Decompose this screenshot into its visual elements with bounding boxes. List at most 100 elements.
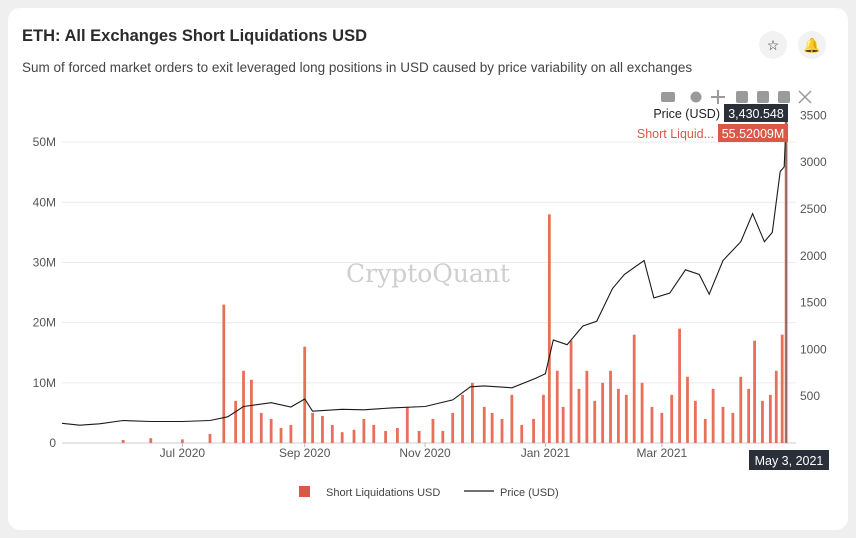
bar xyxy=(693,400,697,443)
bar xyxy=(780,334,784,443)
bar xyxy=(279,427,283,443)
bar xyxy=(431,418,435,443)
legend-bar-label[interactable]: Short Liquidations USD xyxy=(326,487,440,499)
bar xyxy=(640,382,644,443)
watermark: CryptoQuant xyxy=(346,259,510,288)
star-icon[interactable]: ☆ xyxy=(759,31,787,59)
bar xyxy=(490,412,494,443)
x-tick-label: Jan 2021 xyxy=(521,446,571,460)
hover-liq: Short Liquid... 55.52009M xyxy=(637,124,788,142)
left-tick-label: 0 xyxy=(49,436,56,450)
hover-price-value: 3,430.548 xyxy=(728,107,784,121)
right-tick-label: 1000 xyxy=(800,342,827,356)
left-tick-label: 30M xyxy=(33,255,56,269)
bar xyxy=(405,406,409,443)
x-tick-label: Mar 2021 xyxy=(636,446,687,460)
right-tick-label: 500 xyxy=(800,389,820,403)
bar xyxy=(417,430,421,443)
bar xyxy=(555,370,559,443)
right-tick-label: 3000 xyxy=(800,155,827,169)
autoscale-icon[interactable] xyxy=(778,91,790,103)
bar xyxy=(670,394,674,443)
bar xyxy=(222,304,226,443)
bar xyxy=(721,406,725,443)
reset-axes-icon[interactable] xyxy=(798,90,812,104)
hover-liq-value: 55.52009M xyxy=(722,127,785,141)
hover-price-tag xyxy=(724,104,788,122)
x-tick-label: Sep 2020 xyxy=(279,446,331,460)
bar xyxy=(532,418,535,443)
bar xyxy=(660,412,664,443)
bar xyxy=(250,379,253,443)
pan-icon[interactable] xyxy=(711,90,725,104)
price-line xyxy=(61,121,787,426)
legend-bar-swatch[interactable] xyxy=(299,486,310,497)
camera-icon[interactable] xyxy=(661,92,675,102)
hover-liq-label: Short Liquid... xyxy=(637,127,714,141)
hover-price-label: Price (USD) xyxy=(653,107,720,121)
right-tick-label: 2000 xyxy=(800,249,827,263)
bar xyxy=(731,412,735,443)
bar xyxy=(396,427,399,443)
bar xyxy=(303,346,307,443)
bar xyxy=(269,418,273,443)
hover-date-tag xyxy=(749,450,829,470)
bar xyxy=(703,418,707,443)
bell-icon[interactable]: 🔔 xyxy=(798,31,826,59)
bar xyxy=(520,424,524,443)
plot-toolbar[interactable] xyxy=(661,90,812,104)
bar xyxy=(208,433,212,443)
bar xyxy=(289,424,293,443)
bar xyxy=(384,430,387,443)
bar xyxy=(624,394,628,443)
bar xyxy=(330,424,334,443)
zoom-out-icon[interactable] xyxy=(757,91,769,103)
legend-line-label[interactable]: Price (USD) xyxy=(500,487,559,499)
zoom-icon[interactable] xyxy=(690,91,702,103)
bar xyxy=(739,376,743,443)
bar xyxy=(678,328,681,443)
x-tick-label: Jul 2020 xyxy=(160,446,206,460)
left-tick-label: 10M xyxy=(33,376,56,390)
legend[interactable]: Short Liquidations USD Price (USD) xyxy=(299,486,559,499)
zoom-in-icon[interactable] xyxy=(736,91,748,103)
bar xyxy=(372,424,376,443)
bar xyxy=(352,429,356,443)
hover-date-value: May 3, 2021 xyxy=(755,454,824,468)
right-tick-label: 3500 xyxy=(800,108,827,122)
right-axis: 500 1000 1500 2000 2500 3000 3500 xyxy=(800,108,827,403)
bar xyxy=(747,388,751,443)
bar xyxy=(585,370,589,443)
bar xyxy=(234,400,238,443)
bar xyxy=(441,430,445,443)
left-axis: 0 10M 20M 30M 40M 50M xyxy=(33,135,57,450)
bar xyxy=(482,406,486,443)
bar xyxy=(593,400,597,443)
left-tick-label: 20M xyxy=(33,316,56,330)
bar xyxy=(340,432,344,443)
left-tick-label: 40M xyxy=(33,195,56,209)
bar xyxy=(577,388,581,443)
bar xyxy=(461,394,464,443)
bar xyxy=(617,388,620,443)
bar xyxy=(609,370,612,443)
grid xyxy=(62,141,796,444)
bar xyxy=(650,406,654,443)
bar xyxy=(149,438,153,443)
x-tick-label: Nov 2020 xyxy=(399,446,451,460)
hover-price: Price (USD) 3,430.548 xyxy=(653,104,788,122)
bar xyxy=(686,376,689,443)
bar xyxy=(500,418,504,443)
hover-liq-tag xyxy=(718,124,788,142)
bar xyxy=(451,412,455,443)
bar xyxy=(774,370,778,443)
bar xyxy=(753,340,756,443)
bar xyxy=(180,439,184,443)
x-axis: Jul 2020 Sep 2020 Nov 2020 Jan 2021 Mar 2021 xyxy=(160,443,687,460)
bar xyxy=(632,334,636,443)
bar xyxy=(362,418,366,443)
bar xyxy=(311,412,314,443)
chart-subtitle: Sum of forced market orders to exit leve… xyxy=(22,60,693,75)
bar xyxy=(510,394,514,443)
